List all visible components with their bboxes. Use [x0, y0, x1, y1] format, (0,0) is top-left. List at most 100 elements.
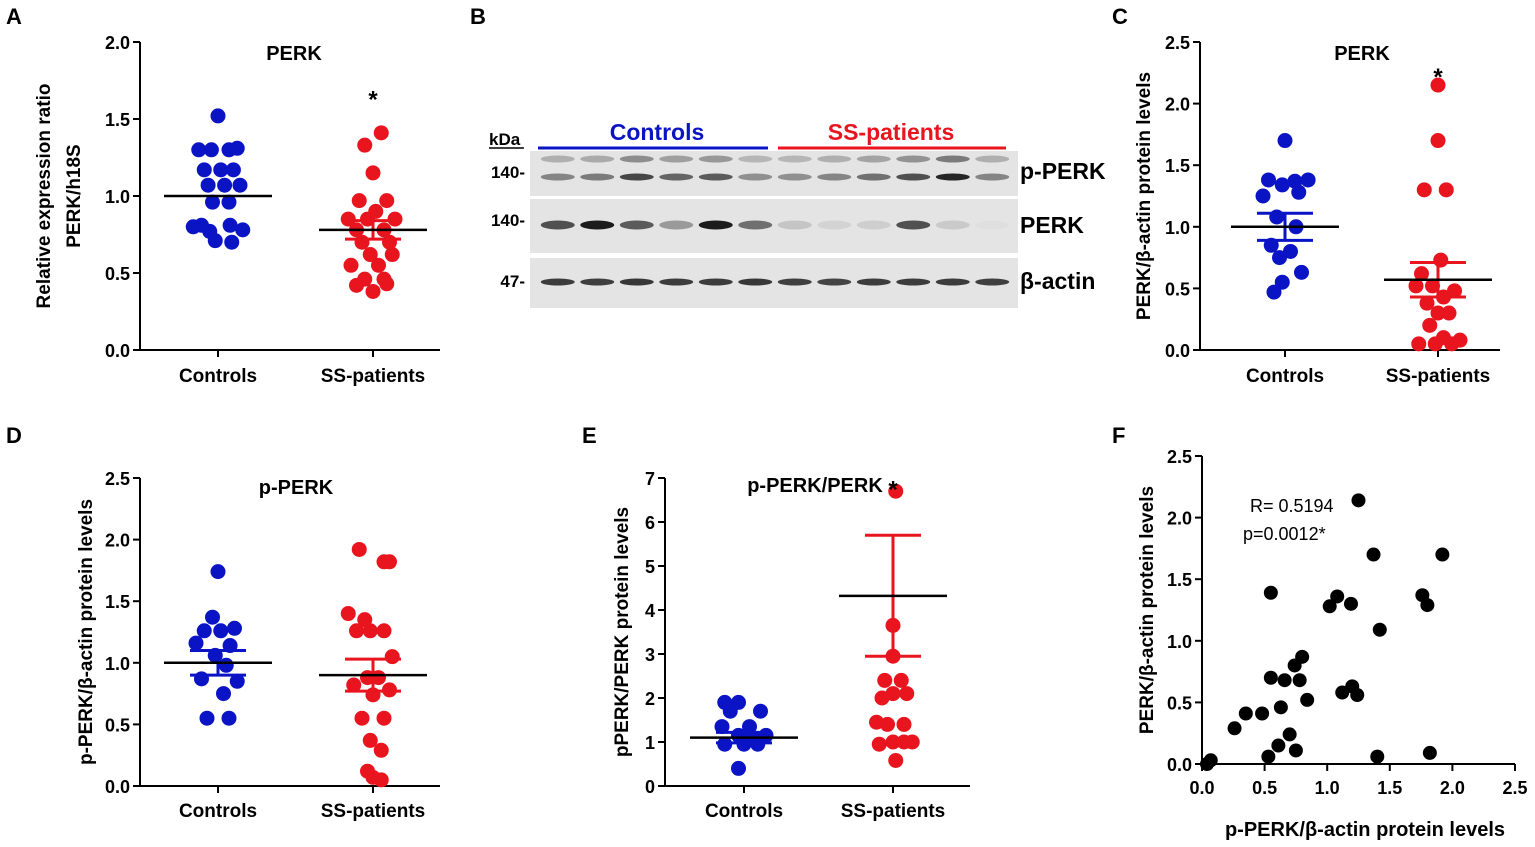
- x-tick-label: 0.5: [1252, 778, 1277, 798]
- y-tick-label: 6: [645, 513, 655, 533]
- y-tick-label: 0.0: [1165, 341, 1190, 361]
- data-point-ss-patients: [373, 772, 389, 788]
- y-tick-label: 2: [645, 689, 655, 709]
- data-point-controls: [722, 703, 738, 719]
- data-point-ss-patients: [904, 734, 920, 750]
- data-point-ss-patients: [1433, 252, 1449, 268]
- scatter-point: [1277, 673, 1292, 688]
- y-tick-label: 1.0: [105, 654, 130, 674]
- data-point-controls: [196, 623, 212, 639]
- y-tick-label: 0.5: [1165, 279, 1190, 299]
- y-tick-label: 2.5: [1167, 447, 1192, 467]
- data-point-ss-patients: [1419, 295, 1435, 311]
- blot-band: [738, 220, 773, 230]
- scatter-point: [1288, 743, 1303, 758]
- significance-marker: *: [888, 477, 898, 504]
- chart-title: PERK: [1334, 43, 1390, 65]
- y-tick-label: 0.5: [105, 715, 130, 735]
- blot-band: [580, 173, 615, 181]
- data-point-ss-patients: [365, 165, 381, 181]
- scatter-point: [1330, 589, 1345, 604]
- blot-band: [777, 173, 812, 181]
- panel-letter: B: [470, 4, 486, 29]
- data-point-controls: [1272, 250, 1287, 266]
- scatter-point: [1227, 721, 1242, 736]
- data-point-ss-patients: [340, 211, 356, 227]
- data-point-ss-patients: [871, 736, 887, 752]
- blot-band: [777, 278, 812, 286]
- kda-marker: 140-: [491, 211, 525, 230]
- kda-marker: 140-: [491, 163, 525, 182]
- blot-band: [856, 278, 891, 286]
- y-tick-label: 0.0: [1167, 755, 1192, 775]
- blot-band: [540, 155, 575, 163]
- data-point-ss-patients: [349, 277, 364, 293]
- data-point-ss-patients: [1447, 283, 1462, 299]
- blot-group-controls: Controls: [610, 119, 705, 145]
- blot-band: [935, 220, 970, 230]
- correlation-r: R= 0.5194: [1250, 496, 1334, 516]
- data-point-ss-patients: [387, 211, 403, 227]
- blot-strip: [530, 151, 1018, 196]
- data-point-controls: [188, 635, 204, 651]
- data-point-controls: [216, 686, 231, 702]
- data-point-controls: [203, 142, 219, 158]
- blot-band: [659, 173, 694, 181]
- significance-marker: *: [1433, 64, 1443, 91]
- blot-band: [975, 155, 1010, 163]
- data-point-controls: [194, 671, 209, 687]
- y-tick-label: 0.0: [105, 341, 130, 361]
- scatter-point: [1282, 727, 1297, 742]
- x-category-label: SS-patients: [1386, 366, 1491, 387]
- scatter-point: [1263, 670, 1278, 685]
- blot-band: [975, 221, 1009, 230]
- data-point-ss-patients: [384, 247, 400, 263]
- data-point-ss-patients: [1411, 336, 1427, 352]
- blot-band: [935, 155, 970, 163]
- data-point-controls: [1274, 177, 1290, 193]
- chart-title: p-PERK: [259, 477, 334, 499]
- scatter-point: [1295, 649, 1310, 664]
- data-point-ss-patients: [346, 677, 362, 693]
- data-point-ss-patients: [362, 247, 378, 263]
- data-point-controls: [1291, 184, 1307, 200]
- scatter-point: [1300, 692, 1315, 707]
- scatter-point: [1238, 706, 1253, 721]
- data-point-ss-patients: [360, 211, 375, 227]
- scatter-point: [1435, 547, 1450, 562]
- x-tick-label: 1.5: [1377, 778, 1402, 798]
- blot-band: [698, 220, 733, 230]
- scatter-point: [1263, 585, 1278, 600]
- panel-A: A 0.0 0.5 1.0 1.5 2.0 Controls SS-patients PERK R…: [6, 4, 440, 387]
- blot-band: [698, 278, 733, 286]
- data-point-controls: [235, 222, 251, 238]
- data-point-ss-patients: [365, 283, 381, 299]
- data-point-controls: [210, 108, 226, 124]
- data-point-controls: [714, 719, 730, 735]
- data-point-ss-patients: [1430, 305, 1446, 321]
- blot-band: [817, 278, 852, 286]
- scatter-point: [1335, 685, 1350, 700]
- data-point-controls: [1269, 209, 1285, 225]
- y-tick-label: 0.5: [105, 264, 130, 284]
- blot-band: [698, 173, 733, 181]
- blot-band: [540, 220, 575, 230]
- blot-band: [817, 220, 852, 230]
- panel-letter: A: [6, 4, 22, 29]
- x-category-label: SS-patients: [321, 801, 426, 822]
- data-point-controls: [1277, 133, 1293, 149]
- data-point-controls: [1300, 172, 1316, 188]
- blot-row-label: β-actin: [1020, 268, 1095, 294]
- x-axis-label: p-PERK/β-actin protein levels: [1225, 819, 1505, 841]
- scatter-point: [1372, 622, 1387, 637]
- kda-marker: 47-: [500, 272, 525, 291]
- data-point-controls: [221, 710, 237, 726]
- data-point-controls: [221, 194, 237, 210]
- y-tick-label: 2.0: [1167, 509, 1192, 529]
- blot-band: [896, 220, 931, 230]
- y-tick-label: 4: [645, 601, 655, 621]
- data-point-ss-patients: [379, 276, 395, 292]
- blot-band: [777, 220, 812, 230]
